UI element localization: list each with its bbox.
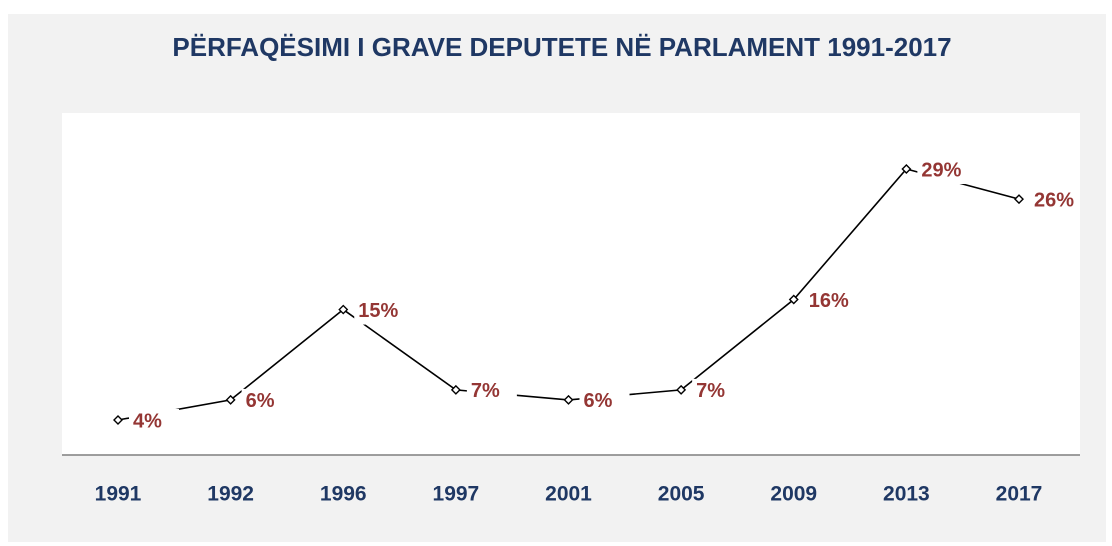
x-tick-label: 2005 — [658, 483, 705, 506]
label-background — [129, 409, 179, 435]
x-tick-label: 2013 — [883, 483, 930, 506]
data-label: 6% — [246, 390, 275, 412]
label-background — [917, 158, 968, 184]
marker — [563, 394, 574, 405]
x-tick-label: 1996 — [320, 483, 367, 506]
data-label: 29% — [921, 159, 961, 181]
marker — [901, 164, 912, 174]
data-label: 6% — [584, 390, 613, 412]
marker — [676, 384, 687, 395]
label-background — [1030, 188, 1080, 215]
data-label: 4% — [133, 410, 162, 432]
label-background — [804, 288, 855, 315]
x-tick-label: 2001 — [545, 483, 592, 506]
data-label: 16% — [809, 290, 849, 312]
data-label: 7% — [471, 380, 500, 402]
label-background — [692, 378, 743, 405]
data-label: 26% — [1034, 189, 1074, 211]
chart-title: PËRFAQËSIMI I GRAVE DEPUTETE NË PARLAMEN… — [172, 32, 951, 62]
x-tick-label: 1997 — [433, 483, 480, 506]
marker — [113, 415, 123, 425]
marker — [338, 304, 349, 315]
x-tick-label: 2017 — [996, 483, 1043, 506]
label-background — [354, 298, 405, 325]
label-background — [466, 378, 517, 405]
label-background — [241, 388, 292, 415]
x-tick-label: 1992 — [207, 483, 254, 506]
marker — [450, 384, 461, 395]
x-tick-label: 1991 — [95, 483, 142, 506]
marker — [225, 394, 236, 405]
data-label: 7% — [696, 380, 725, 402]
marker — [788, 294, 799, 305]
data-label: 15% — [358, 300, 398, 322]
label-background — [579, 388, 630, 415]
x-tick-label: 2009 — [770, 483, 817, 506]
marker — [1014, 194, 1024, 205]
